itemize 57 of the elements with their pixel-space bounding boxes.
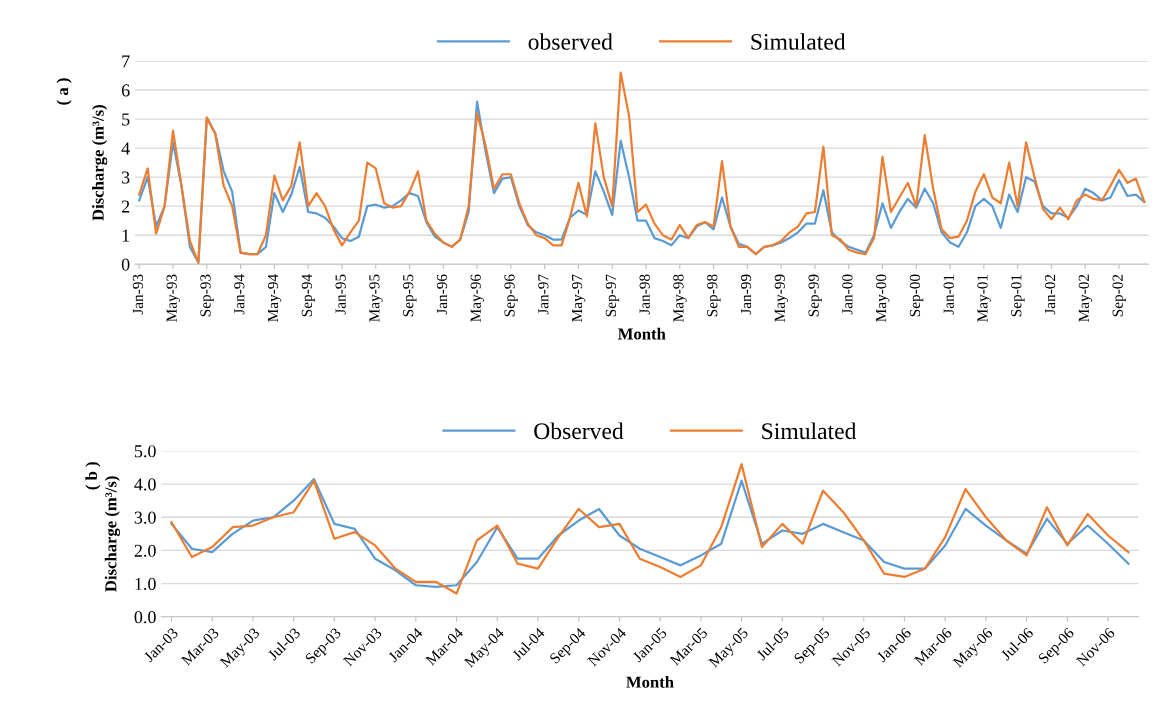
- y-tick-label: 3: [121, 171, 130, 184]
- x-tick-label: Jan-02: [1044, 274, 1056, 315]
- x-axis-title: Month: [617, 327, 666, 340]
- text: ( b ): [85, 462, 101, 490]
- x-tick-label: Sep-93: [200, 274, 214, 317]
- y-axis-title: Discharge (m³/s): [92, 105, 108, 221]
- x-tick-label: May-98: [673, 274, 687, 322]
- y-tick-label: 2.0: [134, 544, 156, 557]
- y-tick-label: 0.0: [134, 611, 156, 624]
- x-tick-label: Sep-96: [504, 274, 518, 317]
- x-axis-title: Month: [626, 676, 674, 688]
- y-tick-label: 6: [121, 84, 130, 97]
- x-tick-label: Jan-93: [132, 274, 144, 315]
- x-tick-label: Jan-98: [639, 274, 650, 315]
- y-tick-label: 3.0: [134, 511, 156, 524]
- x-tick-label: May-97: [571, 274, 586, 322]
- legend-label: Simulated: [751, 33, 846, 50]
- legend-label: observed: [528, 33, 613, 50]
- x-tick-label: May-00: [875, 274, 890, 322]
- x-tick-label: May-01: [977, 274, 991, 322]
- x-tick-label: Jan-99: [740, 274, 752, 315]
- text: ( a ): [56, 78, 72, 105]
- x-tick-label: Jan-96: [436, 274, 448, 315]
- line-series: [170, 463, 1130, 595]
- y-tick-label: 1: [122, 229, 130, 242]
- y-tick-label: 1.0: [135, 577, 156, 591]
- y-tick-label: 5: [122, 113, 130, 126]
- line-series: [170, 477, 1130, 589]
- x-tick-label: Jan-94: [234, 274, 245, 315]
- y-axis-title: Discharge (m³/s): [104, 476, 120, 592]
- x-tick-label: Jan-95: [335, 274, 346, 315]
- x-tick-label: Jan-00: [842, 274, 853, 315]
- x-tick-label: May-93: [166, 274, 180, 322]
- legend-label: Simulated: [762, 422, 857, 440]
- y-tick-label: 4.0: [134, 478, 156, 491]
- legend-label: Observed: [534, 422, 624, 440]
- x-tick-label: Sep-00: [909, 274, 924, 317]
- x-tick-label: Sep-95: [403, 274, 417, 317]
- x-tick-label: May-94: [267, 274, 282, 322]
- x-tick-label: Sep-02: [1112, 274, 1126, 317]
- x-tick-label: May-99: [774, 274, 789, 322]
- x-tick-label: Jan-97: [538, 274, 549, 315]
- x-tick-label: Sep-94: [301, 274, 316, 317]
- y-tick-label: 5.0: [134, 445, 156, 458]
- x-tick-label: Sep-98: [707, 274, 721, 317]
- x-tick-label: May-02: [1078, 274, 1093, 322]
- y-tick-label: 4: [121, 142, 130, 155]
- x-tick-label: Jan-01: [943, 274, 954, 315]
- line-series: [138, 71, 1146, 264]
- y-tick-label: 7: [122, 55, 130, 68]
- x-tick-label: Sep-97: [605, 274, 620, 317]
- x-tick-label: Sep-01: [1011, 274, 1025, 317]
- x-tick-label: May-95: [369, 274, 383, 322]
- x-tick-label: Sep-99: [808, 274, 822, 317]
- y-tick-label: 0: [121, 258, 130, 271]
- x-tick-label: May-96: [470, 274, 485, 322]
- y-tick-label: 2: [121, 200, 130, 213]
